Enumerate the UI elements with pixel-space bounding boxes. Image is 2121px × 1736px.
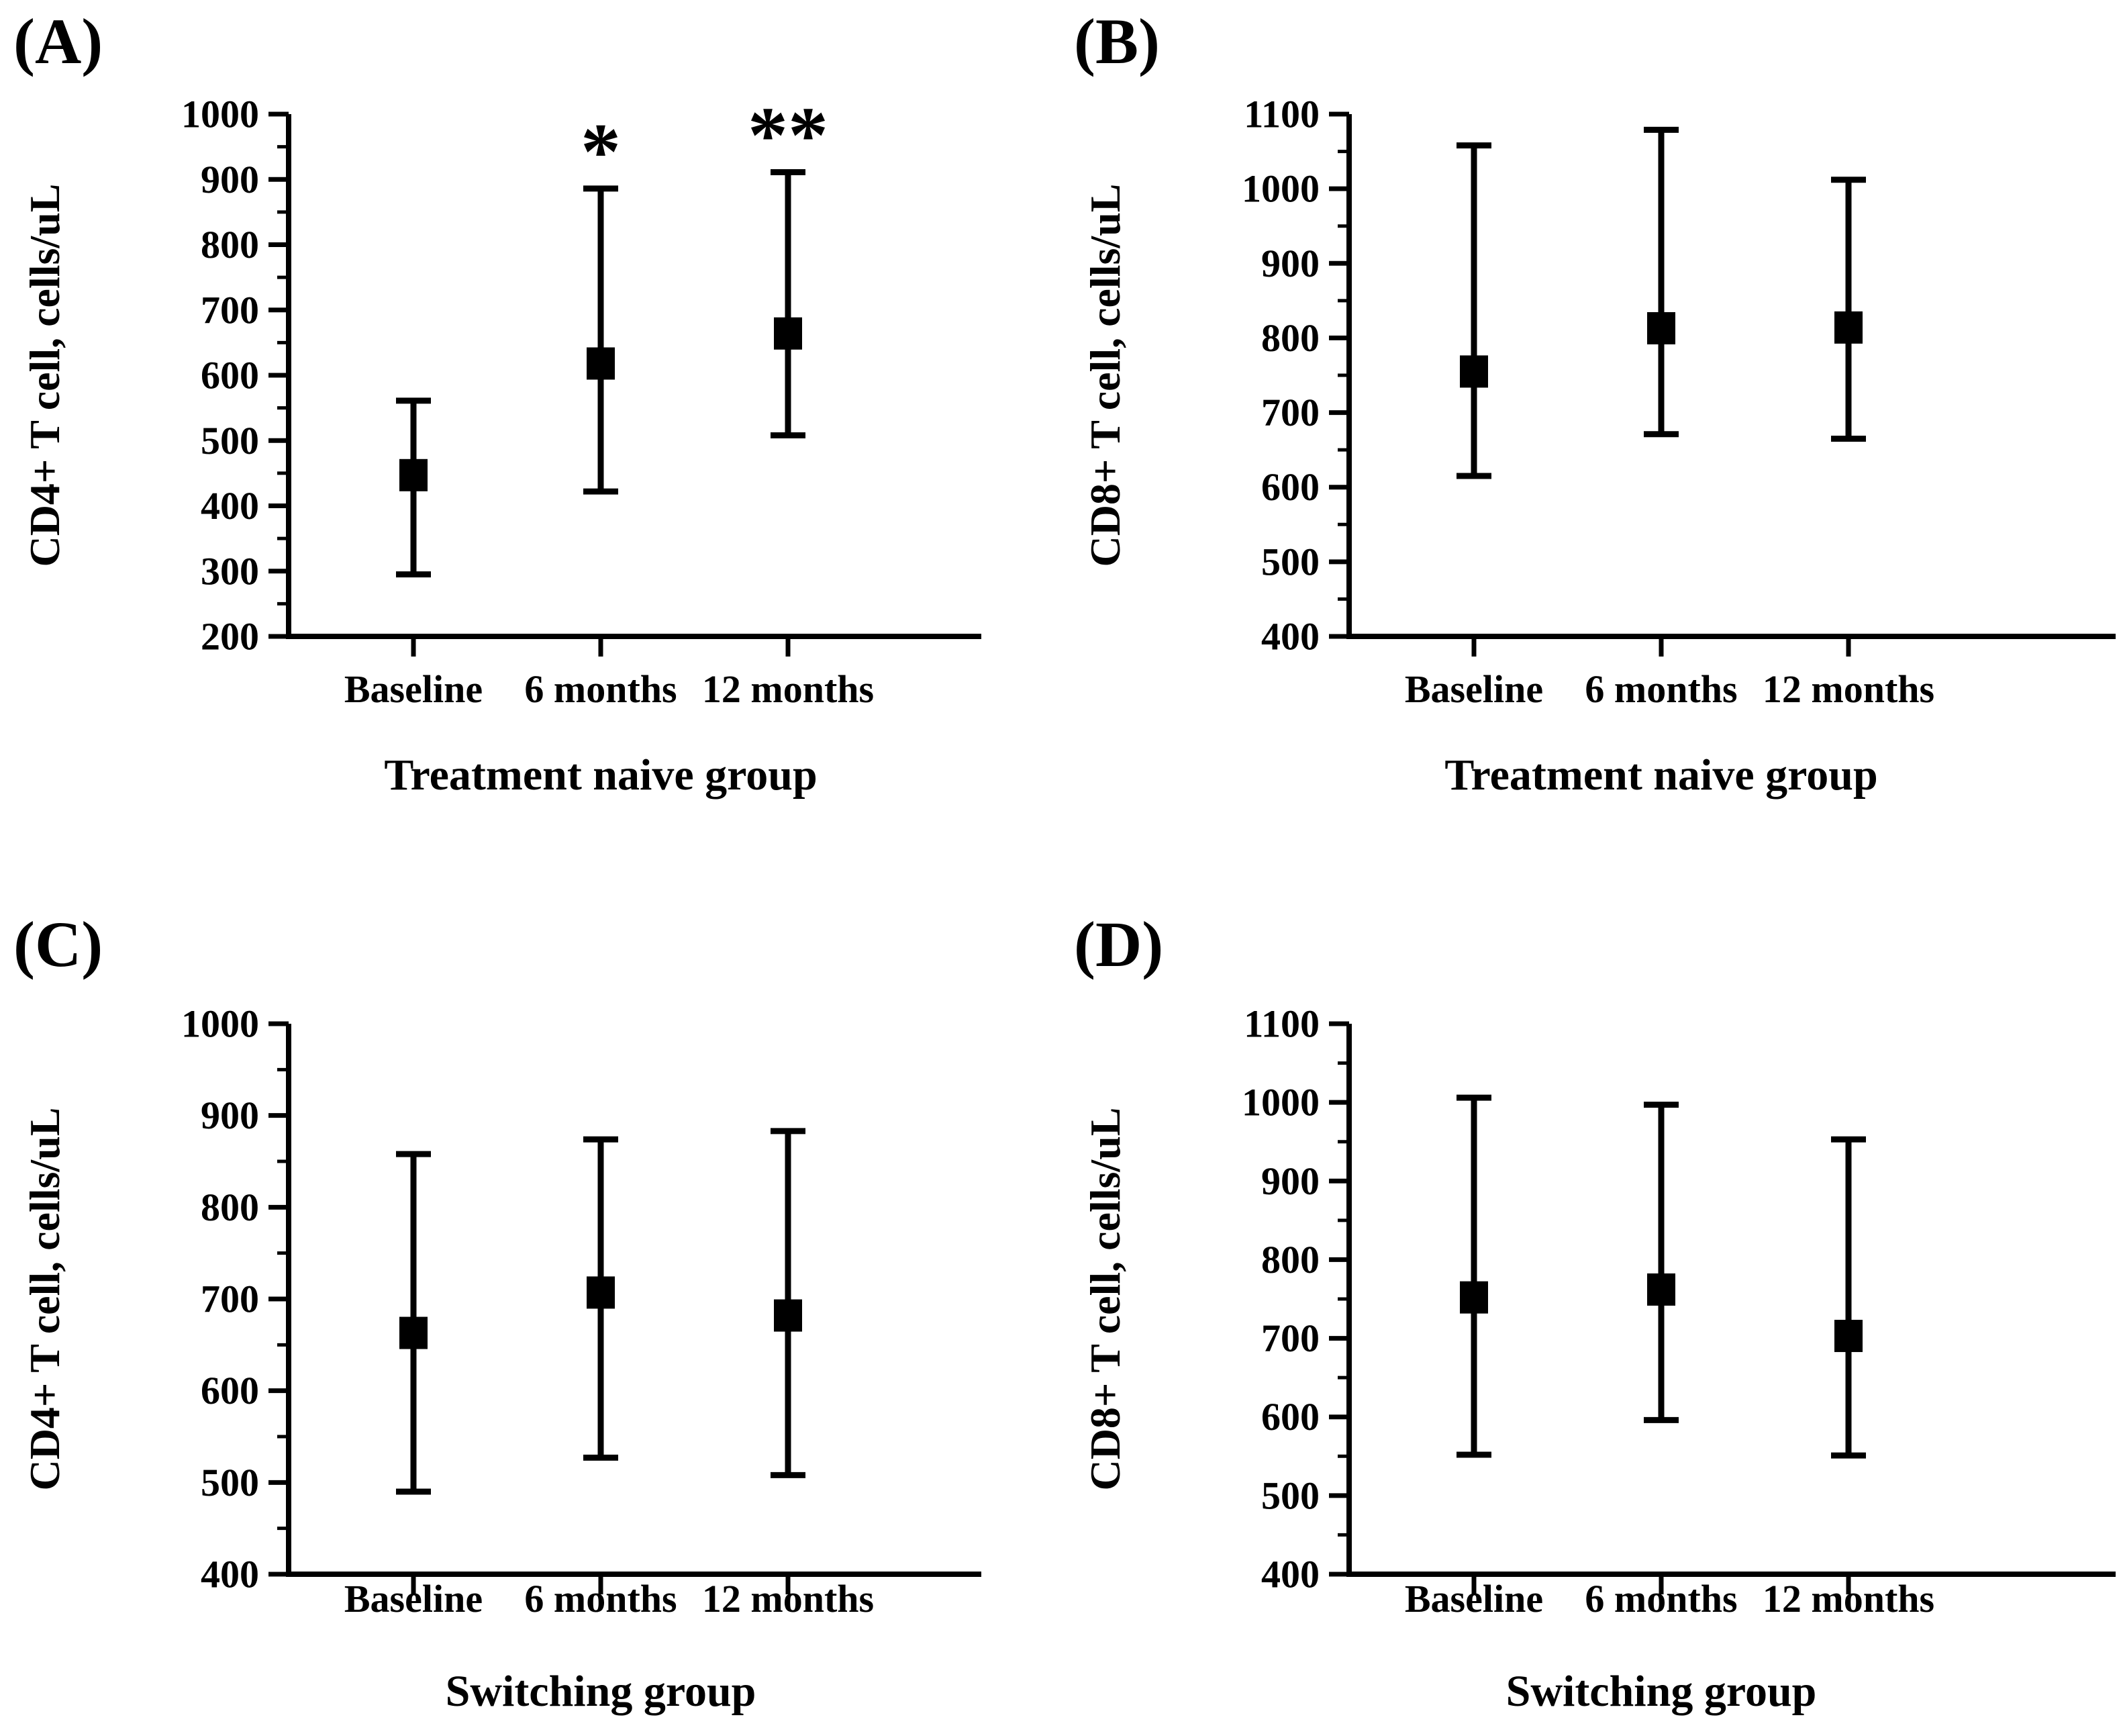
error-bar-point: [1831, 1136, 1866, 1459]
y-tick-label: 900: [201, 1094, 259, 1137]
y-tick-label: 500: [1261, 540, 1320, 583]
x-tick-label: Baseline: [1405, 667, 1543, 711]
mean-marker: [1834, 1320, 1863, 1353]
y-axis-title: CD4+ T cell, cells/uL: [21, 184, 68, 567]
y-tick-label: 1000: [1242, 1081, 1320, 1124]
y-tick-label: 500: [201, 1461, 259, 1504]
y-tick-label: 700: [201, 1277, 259, 1321]
y-tick-label: 700: [1261, 391, 1320, 434]
error-bar-point: [583, 185, 618, 495]
x-tick-label: 12 months: [702, 1577, 874, 1621]
y-tick-label: 1000: [1242, 167, 1320, 211]
group-caption-B: Treatment naive group: [1444, 751, 1878, 800]
mean-marker: [587, 347, 615, 380]
x-tick-label: 6 months: [524, 1577, 677, 1621]
x-tick-label: 12 months: [702, 667, 874, 711]
panel-letter-D: (D): [1074, 908, 1164, 980]
y-tick-label: 1100: [1244, 1002, 1320, 1046]
group-caption-C: Switching group: [445, 1667, 756, 1716]
error-bar-point: [396, 1151, 431, 1495]
mean-marker: [1834, 311, 1863, 344]
mean-marker: [1460, 1281, 1488, 1314]
y-tick-label: 600: [1261, 465, 1320, 509]
error-bar-point: [1831, 177, 1866, 442]
y-tick-label: 900: [1261, 242, 1320, 285]
mean-marker: [774, 1299, 802, 1332]
x-tick-label: Baseline: [1405, 1577, 1543, 1621]
mean-marker: [774, 317, 802, 350]
panel-C: (C) 400 500 600 700 800 900 1000 Baseline 6 mont…: [0, 868, 1060, 1736]
y-tick-label: 400: [201, 1553, 259, 1596]
significance-asterisk: *: [581, 107, 621, 196]
x-tick-label: 6 months: [524, 667, 677, 711]
y-tick-label: 1100: [1244, 93, 1320, 136]
y-tick-label: 800: [201, 223, 259, 267]
x-tick-label: 12 months: [1763, 1577, 1934, 1621]
chart-cd8-treatment-naive: 400 500 600 700 800 900 1000 1100 Baseline 6 mont…: [1081, 93, 2116, 711]
y-tick-label: 400: [201, 484, 259, 528]
error-bar-point: [396, 397, 431, 578]
mean-marker: [587, 1276, 615, 1309]
error-bar-point: [1457, 1094, 1491, 1458]
y-axis-title: CD4+ T cell, cells/uL: [21, 1108, 68, 1491]
x-tick-label: 12 months: [1763, 667, 1934, 711]
mean-marker: [399, 459, 428, 491]
y-tick-label: 200: [201, 615, 259, 659]
chart-cd4-switching: 400 500 600 700 800 900 1000 Baseline 6 months 12…: [21, 1002, 981, 1621]
y-tick-label: 900: [201, 158, 259, 201]
error-bar-point: [1457, 142, 1491, 479]
panel-B: (B) 400 500 600 700 800 900 1000 1100 Baseline 6 …: [1060, 0, 2121, 868]
y-tick-label: 600: [201, 354, 259, 397]
y-tick-label: 700: [201, 288, 259, 332]
group-caption-A: Treatment naive group: [384, 751, 818, 800]
panel-letter-A: (A): [13, 5, 103, 77]
y-tick-label: 800: [1261, 1238, 1320, 1282]
error-bar-point: [771, 169, 805, 438]
x-tick-label: 6 months: [1585, 1577, 1737, 1621]
y-axis-title: CD8+ T cell, cells/uL: [1081, 1108, 1129, 1491]
y-tick-label: 1000: [181, 1002, 259, 1046]
y-tick-label: 800: [201, 1186, 259, 1229]
y-tick-label: 400: [1261, 1553, 1320, 1596]
significance-asterisk: **: [748, 91, 828, 180]
panel-letter-C: (C): [13, 908, 103, 980]
x-tick-label: 6 months: [1585, 667, 1737, 711]
chart-cd8-switching: 400 500 600 700 800 900 1000 1100 Baseline 6 mont…: [1081, 1002, 2116, 1621]
y-tick-label: 500: [1261, 1474, 1320, 1517]
error-bar-point: [1644, 126, 1679, 438]
x-tick-label: Baseline: [344, 667, 483, 711]
panel-D: (D) 400 500 600 700 800 900 1000 1100 Baseline 6 …: [1060, 868, 2121, 1736]
y-axis-title: CD8+ T cell, cells/uL: [1081, 184, 1129, 567]
y-tick-label: 900: [1261, 1159, 1320, 1203]
mean-marker: [399, 1316, 428, 1349]
x-tick-label: Baseline: [344, 1577, 483, 1621]
error-bar-point: [771, 1128, 805, 1478]
panel-A: (A) 200 300 400 500 600 700 800 900 1000 Baseline…: [0, 0, 1060, 868]
y-tick-label: 300: [201, 549, 259, 593]
y-tick-label: 600: [201, 1369, 259, 1412]
y-tick-label: 500: [201, 419, 259, 463]
error-bar-point: [1644, 1102, 1679, 1423]
y-tick-label: 600: [1261, 1395, 1320, 1439]
panel-letter-B: (B): [1074, 5, 1160, 77]
y-tick-label: 700: [1261, 1316, 1320, 1360]
mean-marker: [1460, 355, 1488, 388]
mean-marker: [1647, 1273, 1675, 1306]
chart-cd4-treatment-naive: 200 300 400 500 600 700 800 900 1000 Baseline 6 mo…: [21, 91, 981, 711]
group-caption-D: Switching group: [1506, 1667, 1817, 1716]
error-bar-point: [583, 1136, 618, 1461]
mean-marker: [1647, 311, 1675, 344]
y-tick-label: 400: [1261, 615, 1320, 659]
y-tick-label: 1000: [181, 93, 259, 136]
y-tick-label: 800: [1261, 316, 1320, 360]
